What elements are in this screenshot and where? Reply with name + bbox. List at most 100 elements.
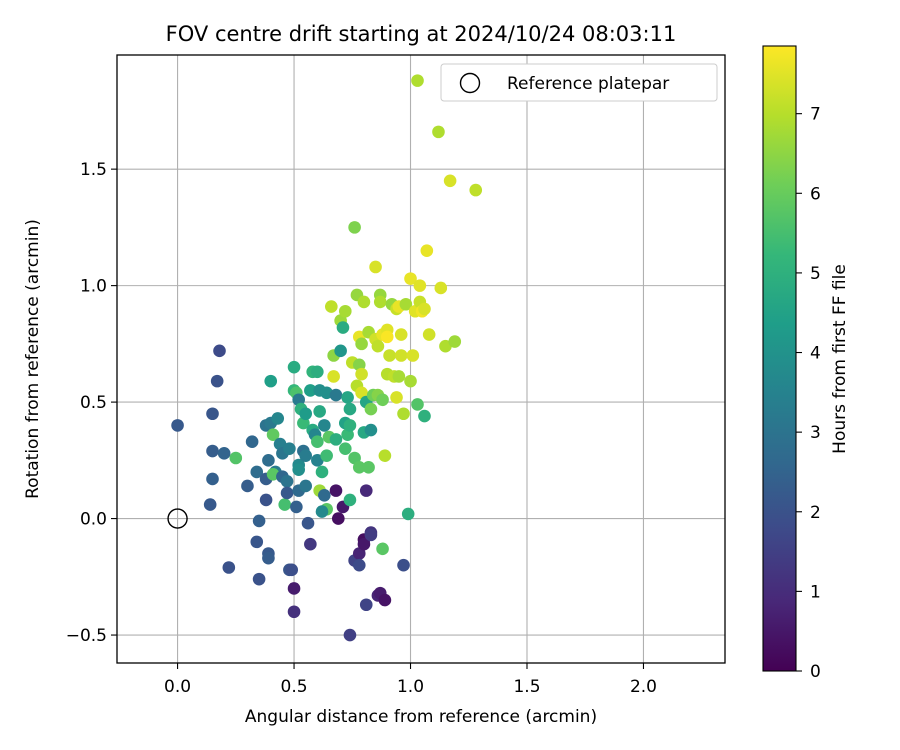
scatter-point <box>378 593 392 607</box>
x-tick-label: 1.0 <box>397 677 424 697</box>
scatter-points <box>171 74 483 642</box>
scatter-point <box>404 272 417 285</box>
scatter-point <box>315 505 329 518</box>
scatter-point <box>283 442 296 455</box>
scatter-point <box>262 551 275 565</box>
scatter-point <box>352 547 366 560</box>
reference-platepar-marker <box>167 508 188 529</box>
scatter-point <box>355 386 368 400</box>
scatter-point <box>422 328 436 341</box>
scatter-point <box>290 500 303 514</box>
scatter-point <box>373 295 387 309</box>
scatter-point <box>292 463 306 476</box>
scatter-point <box>206 444 219 458</box>
scatter-point <box>299 449 312 462</box>
scatter-point <box>390 391 403 404</box>
scatter-point <box>371 339 385 353</box>
scatter-point <box>245 435 259 448</box>
scatter-point <box>259 493 273 507</box>
scatter-point <box>432 125 445 139</box>
scatter-point <box>338 442 352 455</box>
scatter-point <box>287 360 301 374</box>
scatter-point <box>406 349 420 362</box>
scatter-point <box>334 344 347 358</box>
colorbar-tick-label: 5 <box>810 264 821 284</box>
scatter-point <box>418 302 431 316</box>
scatter-point <box>311 365 324 379</box>
scatter-point <box>413 279 427 292</box>
scatter-point <box>394 349 408 362</box>
scatter-point <box>252 572 266 586</box>
scatter-point <box>364 423 378 437</box>
colorbar-tick-label: 4 <box>810 344 821 364</box>
colorbar-tick-label: 3 <box>810 423 821 443</box>
scatter-point <box>394 328 408 341</box>
scatter-point <box>469 183 483 197</box>
scatter-point <box>357 537 371 551</box>
colorbar-label: Hours from first FF file <box>830 264 850 454</box>
scatter-point <box>352 558 366 572</box>
x-tick-label: 0.5 <box>281 677 308 697</box>
scatter-point <box>359 484 373 497</box>
scatter-point <box>348 451 361 465</box>
chart-title: FOV centre drift starting at 2024/10/24 … <box>166 22 677 46</box>
scatter-point <box>299 479 312 493</box>
legend-label: Reference platepar <box>507 74 669 94</box>
y-tick-label: 0.5 <box>80 393 107 413</box>
scatter-point <box>278 498 292 511</box>
scatter-point <box>329 484 343 497</box>
colorbar-tick-label: 2 <box>810 503 821 523</box>
y-tick-label: 0.0 <box>80 510 107 530</box>
grid-lines <box>117 55 725 663</box>
scatter-point <box>362 461 375 474</box>
scatter-point <box>369 260 382 274</box>
scatter-point <box>287 605 301 619</box>
scatter-point <box>338 304 352 318</box>
scatter-point <box>264 374 278 388</box>
scatter-point <box>352 461 366 474</box>
scatter-point <box>315 465 329 479</box>
scatter-point <box>443 174 457 188</box>
scatter-point <box>262 454 275 467</box>
scatter-point <box>287 582 301 595</box>
scatter-point <box>266 428 280 442</box>
scatter-point <box>399 297 413 311</box>
legend-open-circle-icon <box>459 72 481 94</box>
scatter-point <box>397 407 410 421</box>
y-tick-label: 1.0 <box>80 277 107 297</box>
scatter-point <box>343 628 357 642</box>
scatter-point <box>341 391 354 404</box>
scatter-point <box>359 598 373 612</box>
scatter-point <box>343 402 357 416</box>
scatter-point <box>301 516 315 530</box>
scatter-point <box>411 74 424 87</box>
legend-box <box>440 63 718 102</box>
scatter-point <box>241 479 254 493</box>
scatter-point <box>280 486 294 500</box>
colorbar-tick-label: 1 <box>810 582 821 602</box>
scatter-point <box>376 542 389 556</box>
colorbar-ticks: 0 1 2 3 4 5 6 7 <box>796 105 821 682</box>
scatter-point <box>404 374 417 388</box>
colorbar-tick-label: 7 <box>810 105 821 125</box>
scatter-point <box>250 465 264 479</box>
plot-frame <box>116 54 726 664</box>
scatter-point <box>355 337 368 351</box>
scatter-point <box>213 344 226 358</box>
scatter-point <box>383 349 396 362</box>
scatter-point <box>250 535 264 549</box>
scatter-point <box>222 561 236 574</box>
x-tick-label: 2.0 <box>630 677 657 697</box>
x-tick-label: 1.5 <box>513 677 540 697</box>
scatter-point <box>206 407 219 421</box>
scatter-point <box>343 493 357 507</box>
colorbar-tick-label: 6 <box>810 184 821 204</box>
y-tick-label: 1.5 <box>80 160 107 180</box>
legend: Reference platepar <box>440 63 718 102</box>
scatter-point <box>332 512 345 525</box>
scatter-point <box>376 393 389 407</box>
scatter-point <box>325 300 338 313</box>
scatter-point <box>439 339 452 353</box>
scatter-point <box>336 321 350 334</box>
